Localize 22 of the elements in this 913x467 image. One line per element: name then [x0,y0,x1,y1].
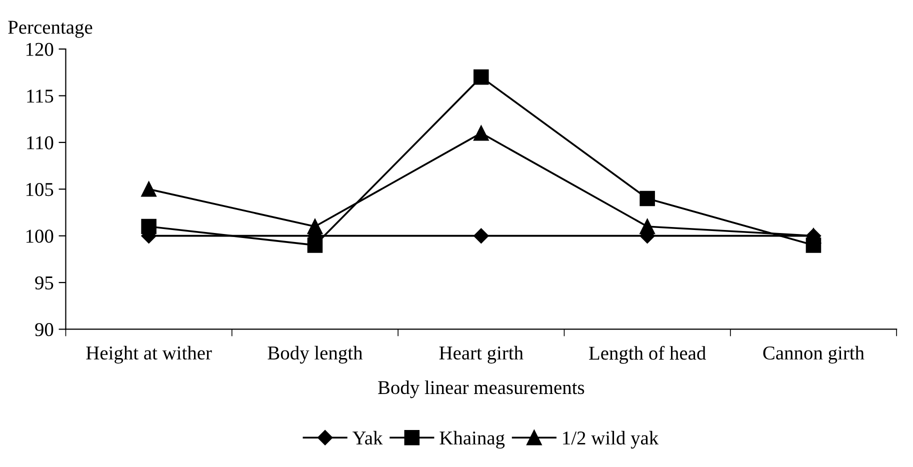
x-tick-label: Cannon girth [763,346,864,364]
y-tick-label: 120 [26,42,54,56]
x-tick-label: Body length [268,346,363,364]
y-tick-label: 105 [26,182,54,196]
point [640,190,655,206]
legend-label: Khainag [440,430,505,449]
x-tick-label: Height at wither [86,346,212,364]
point [474,125,489,141]
legend-label: Yak [352,430,383,445]
y-tick-label: 110 [27,136,54,150]
y-tick-label: 100 [26,230,54,243]
point [474,228,489,244]
y-tick-label: 90 [35,323,54,336]
point [474,69,489,85]
y-tick-label: 95 [35,276,54,290]
legend-label: 1/2 wild yak [563,430,659,449]
point [141,181,156,197]
x-tick-label: Length of head [589,346,706,364]
y-tick-label: 115 [27,90,54,103]
x-tick-label: Heart girth [439,346,524,364]
y-axis-title: Percentage [8,20,92,38]
x-axis-title: Body linear measurements [378,380,584,398]
